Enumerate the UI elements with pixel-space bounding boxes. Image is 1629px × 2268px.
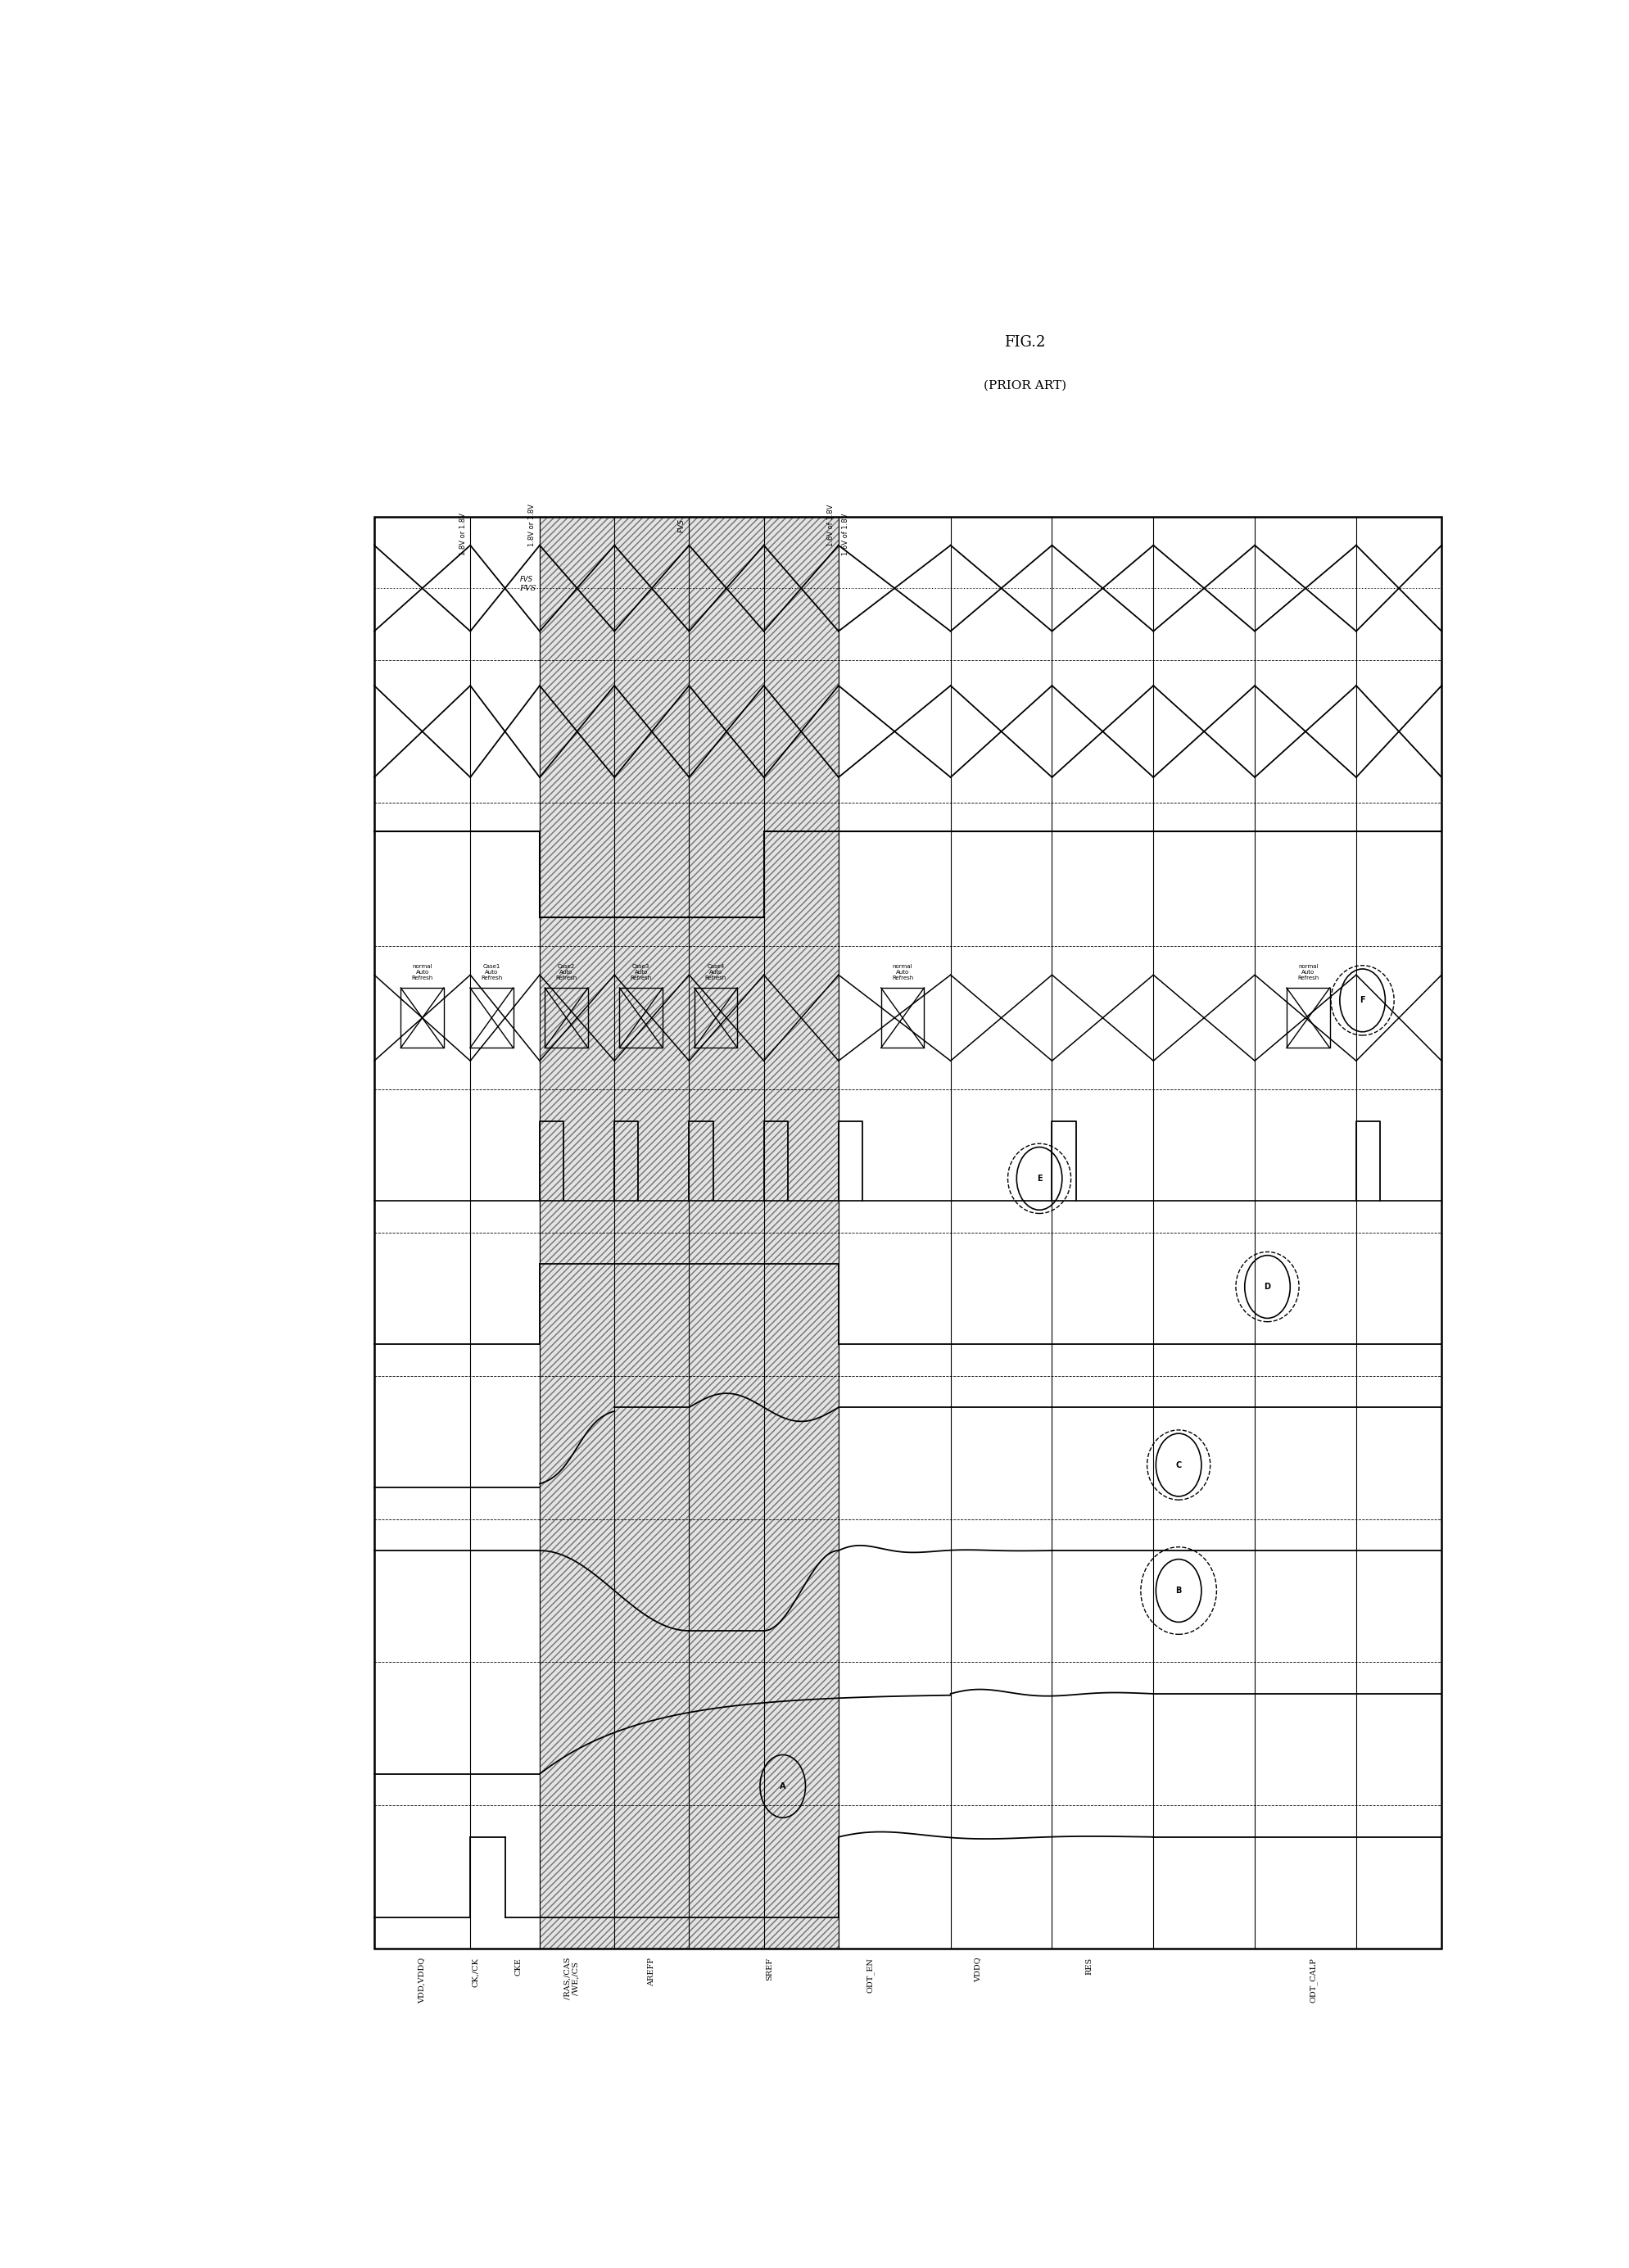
Text: E: E: [1036, 1175, 1041, 1182]
Text: 1.6V of 1.8V: 1.6V of 1.8V: [842, 513, 849, 556]
Text: ODT_CALP: ODT_CALP: [1308, 1957, 1316, 2003]
Text: CK,/CK: CK,/CK: [472, 1957, 479, 1987]
Text: D: D: [1264, 1284, 1271, 1290]
Text: RES: RES: [1085, 1957, 1093, 1975]
Text: normal
Auto
Refresh: normal Auto Refresh: [411, 964, 433, 980]
Text: 1.8V or 1.8V: 1.8V or 1.8V: [459, 513, 466, 556]
Text: VDDQ: VDDQ: [973, 1957, 981, 1982]
Text: normal
Auto
Refresh: normal Auto Refresh: [891, 964, 912, 980]
Text: VDD,VDDQ: VDD,VDDQ: [419, 1957, 425, 2003]
Text: Case4
Auto
Refresh: Case4 Auto Refresh: [705, 964, 727, 980]
Text: Case1
Auto
Refresh: Case1 Auto Refresh: [481, 964, 502, 980]
Text: ODT_EN: ODT_EN: [867, 1957, 875, 1994]
Text: normal
Auto
Refresh: normal Auto Refresh: [1297, 964, 1318, 980]
Text: CKE: CKE: [515, 1957, 521, 1975]
Text: /RAS,/CAS
/WE,/CS: /RAS,/CAS /WE,/CS: [564, 1957, 580, 2000]
Text: C: C: [1175, 1461, 1181, 1470]
Text: A: A: [779, 1783, 785, 1789]
Text: FIG.2: FIG.2: [1003, 336, 1044, 349]
Text: FVS: FVS: [678, 519, 684, 533]
Text: SREF: SREF: [766, 1957, 772, 1980]
Text: Case3
Auto
Refresh: Case3 Auto Refresh: [630, 964, 652, 980]
Bar: [539, 517, 837, 1948]
Text: FVS: FVS: [520, 576, 533, 583]
Text: FVS: FVS: [520, 585, 536, 592]
Bar: [375, 517, 1440, 1948]
Text: AREFP: AREFP: [648, 1957, 655, 1987]
Text: F: F: [1359, 996, 1365, 1005]
Text: B: B: [1175, 1588, 1181, 1594]
Text: 1.8V or 1.8V: 1.8V or 1.8V: [528, 503, 536, 547]
Text: Case2
Auto
Refresh: Case2 Auto Refresh: [555, 964, 577, 980]
Text: 1.6V of 1.8V: 1.6V of 1.8V: [828, 503, 834, 547]
Text: (PRIOR ART): (PRIOR ART): [982, 381, 1065, 392]
